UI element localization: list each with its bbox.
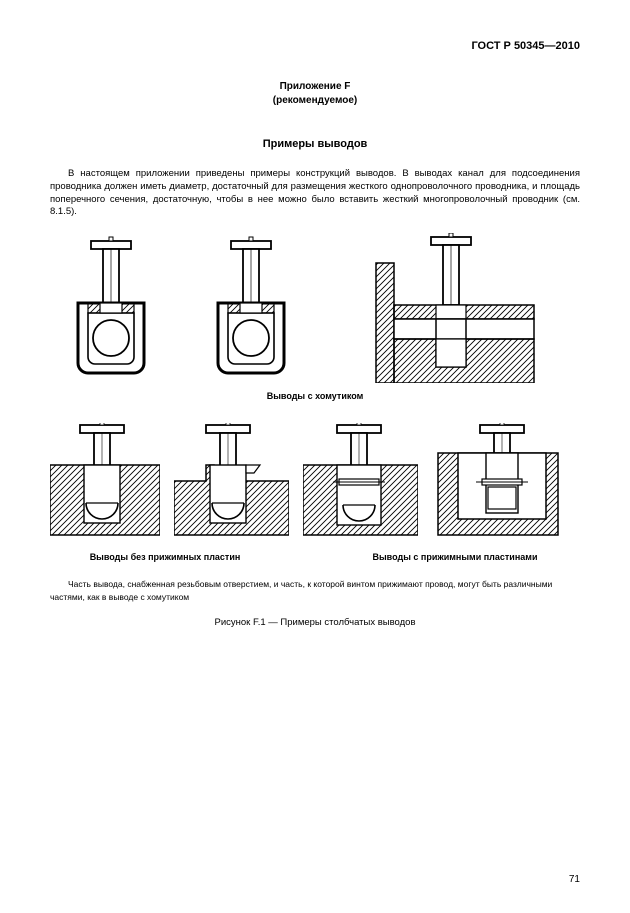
document-id: ГОСТ Р 50345—2010 xyxy=(50,40,580,52)
figure-row-2 xyxy=(50,423,580,538)
annex-heading: Приложение F (рекомендуемое) xyxy=(50,80,580,108)
terminal-noplate-b xyxy=(174,423,289,538)
terminal-clamp-b xyxy=(196,233,306,383)
annex-line2: (рекомендуемое) xyxy=(273,95,357,106)
caption-row2: Выводы без прижимных пластин Выводы с пр… xyxy=(50,546,580,562)
terminal-plate-b xyxy=(432,423,562,538)
caption-row1: Выводы с хомутиком xyxy=(50,391,580,401)
intro-paragraph: В настоящем приложении приведены примеры… xyxy=(50,168,580,219)
footnote: Часть вывода, снабженная резьбовым отвер… xyxy=(50,578,580,603)
figure-caption: Рисунок F.1 — Примеры столбчатых выводов xyxy=(50,617,580,628)
caption-row2-right: Выводы с прижимными пластинами xyxy=(330,552,580,562)
terminal-plate-a xyxy=(303,423,418,538)
annex-line1: Приложение F xyxy=(280,81,351,92)
section-title: Примеры выводов xyxy=(50,138,580,150)
figure-row-1 xyxy=(56,233,580,383)
terminal-clamp-c xyxy=(336,233,556,383)
terminal-clamp-a xyxy=(56,233,166,383)
terminal-noplate-a xyxy=(50,423,160,538)
caption-row2-left: Выводы без прижимных пластин xyxy=(50,552,280,562)
page-number: 71 xyxy=(569,874,580,885)
